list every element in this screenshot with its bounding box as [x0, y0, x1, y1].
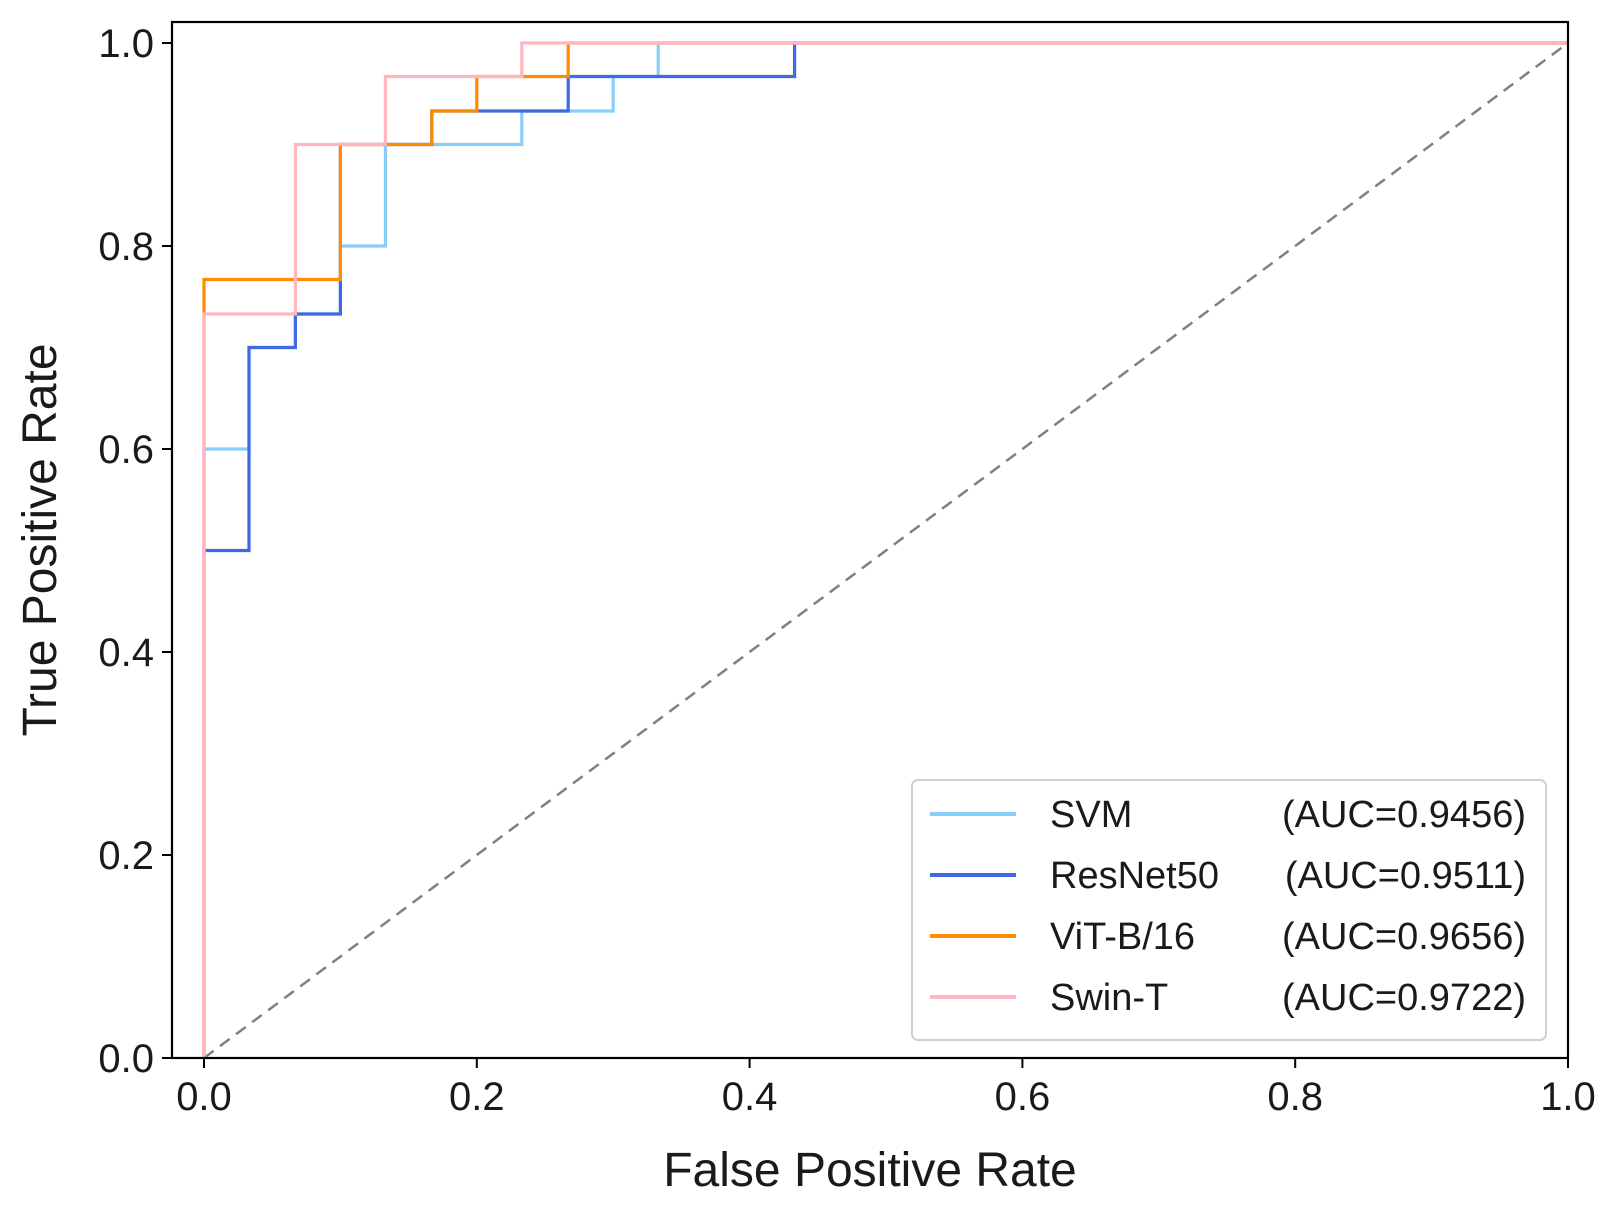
y-tick-label: 0.8 [98, 225, 154, 269]
legend-auc-swin-t: (AUC=0.9722) [1282, 977, 1526, 1019]
legend-auc-svm: (AUC=0.9456) [1282, 794, 1526, 836]
series-line-vit-b-16 [202, 41, 1568, 1058]
y-tick-label: 0.0 [98, 1037, 154, 1081]
legend-auc-resnet50: (AUC=0.9511) [1285, 855, 1526, 897]
legend-auc-vit-b-16: (AUC=0.9656) [1282, 916, 1526, 958]
series-line-swin-t [202, 41, 1568, 1058]
plot-area [202, 41, 1569, 1060]
legend: SVM (AUC=0.9456) ResNet50 (AUC=0.9511) ViT-B… [911, 779, 1547, 1041]
axes: 0.0 0.2 0.4 0.6 0.8 1.0 0.0 0.2 0.4 0.6 0.8 1.0 Fals… [14, 20, 1596, 1197]
y-tick-label: 0.4 [98, 631, 154, 675]
axes-frame [170, 20, 1570, 1060]
x-tick-label: 0.4 [722, 1075, 778, 1119]
legend-label-resnet50: ResNet50 [1050, 855, 1219, 897]
x-tick-label: 0.0 [176, 1075, 232, 1119]
x-tick-label: 0.8 [1267, 1075, 1323, 1119]
legend-label-vit-b-16: ViT-B/16 [1050, 916, 1195, 958]
legend-box [911, 779, 1547, 1041]
y-tick-label: 1.0 [98, 22, 154, 66]
legend-label-swin-t: Swin-T [1050, 977, 1168, 1019]
y-tick-label: 0.6 [98, 428, 154, 472]
x-tick-label: 0.2 [449, 1075, 505, 1119]
legend-label-svm: SVM [1050, 794, 1132, 836]
chance-diagonal-line [203, 41, 1569, 1060]
x-axis-title: False Positive Rate [663, 1144, 1077, 1197]
x-tick-label: 1.0 [1540, 1075, 1596, 1119]
y-axis-title: True Positive Rate [14, 343, 67, 736]
y-tick-label: 0.2 [98, 834, 154, 878]
x-tick-label: 0.6 [995, 1075, 1051, 1119]
